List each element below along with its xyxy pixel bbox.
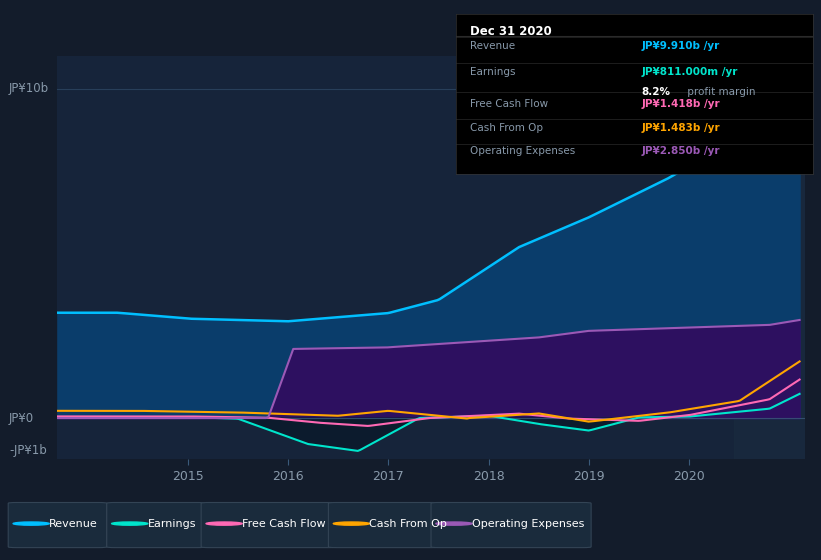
Text: Earnings: Earnings xyxy=(148,519,196,529)
Text: Cash From Op: Cash From Op xyxy=(369,519,447,529)
Text: JP¥811.000m /yr: JP¥811.000m /yr xyxy=(641,67,738,77)
FancyBboxPatch shape xyxy=(328,502,439,548)
Text: Operating Expenses: Operating Expenses xyxy=(472,519,585,529)
Text: JP¥0: JP¥0 xyxy=(9,412,34,424)
FancyBboxPatch shape xyxy=(201,502,337,548)
Text: JP¥1.418b /yr: JP¥1.418b /yr xyxy=(641,99,720,109)
Circle shape xyxy=(436,522,472,525)
Text: Revenue: Revenue xyxy=(49,519,98,529)
Text: Earnings: Earnings xyxy=(470,67,516,77)
FancyBboxPatch shape xyxy=(107,502,205,548)
Text: profit margin: profit margin xyxy=(684,87,755,97)
Text: JP¥9.910b /yr: JP¥9.910b /yr xyxy=(641,41,720,51)
FancyBboxPatch shape xyxy=(431,502,591,548)
Text: JP¥2.850b /yr: JP¥2.850b /yr xyxy=(641,147,720,156)
FancyBboxPatch shape xyxy=(8,502,107,548)
Text: -JP¥1b: -JP¥1b xyxy=(9,445,47,458)
Text: Cash From Op: Cash From Op xyxy=(470,123,543,133)
Circle shape xyxy=(206,522,242,525)
Text: Operating Expenses: Operating Expenses xyxy=(470,147,576,156)
Circle shape xyxy=(112,522,148,525)
Text: 8.2%: 8.2% xyxy=(641,87,671,97)
Circle shape xyxy=(13,522,49,525)
Text: Free Cash Flow: Free Cash Flow xyxy=(242,519,326,529)
Bar xyxy=(734,56,805,459)
Text: Dec 31 2020: Dec 31 2020 xyxy=(470,25,552,38)
Text: Revenue: Revenue xyxy=(470,41,515,51)
Text: Free Cash Flow: Free Cash Flow xyxy=(470,99,548,109)
Circle shape xyxy=(333,522,369,525)
Text: JP¥10b: JP¥10b xyxy=(9,82,49,95)
Text: JP¥1.483b /yr: JP¥1.483b /yr xyxy=(641,123,720,133)
